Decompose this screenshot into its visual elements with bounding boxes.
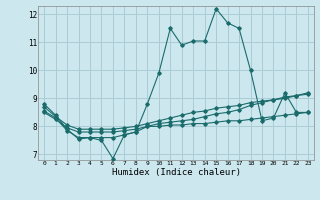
X-axis label: Humidex (Indice chaleur): Humidex (Indice chaleur)	[111, 168, 241, 177]
